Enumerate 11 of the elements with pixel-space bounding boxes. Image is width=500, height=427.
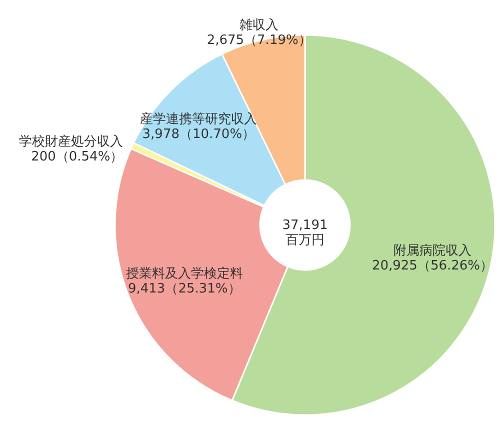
data-label: 3,978（10.70%） [142, 127, 256, 142]
slice-label: 学校財産処分収入 [19, 134, 124, 150]
data-label: 2,675（7.19%） [206, 33, 312, 48]
data-label: 200（0.54%） [31, 150, 124, 165]
data-label: 20,925（56.26%） [372, 258, 494, 274]
text: 37,191 百万円 [282, 218, 328, 248]
slice-label: 産学連携等研究収入 [140, 111, 258, 128]
slice-label: 雑収入 [240, 18, 279, 34]
slice-label: 附属病院収入 [393, 243, 472, 258]
slice-label: 授業料及入学検定料 [126, 266, 243, 282]
data-label: 9,413（25.31%） [128, 281, 241, 296]
